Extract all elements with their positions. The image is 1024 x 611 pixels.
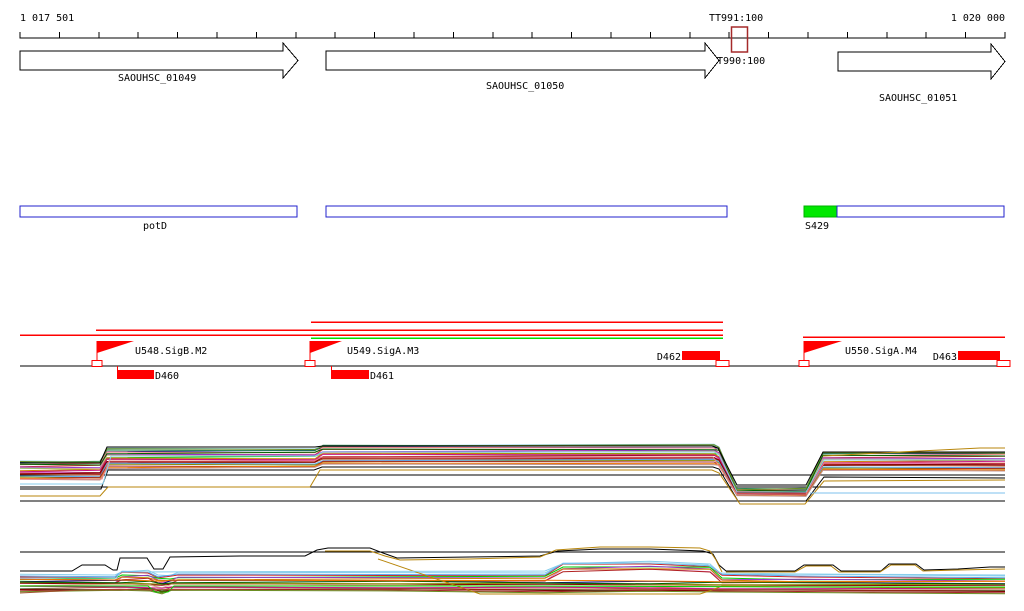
- tss-flag-anchor[interactable]: [91, 360, 103, 367]
- gene-track: SAOUHSC_01049 SAOUHSC_01050 SAOUHSC_01051: [19, 41, 1006, 104]
- terminator-anchor[interactable]: [996, 360, 1011, 367]
- ruler-end-coordinate: 1 020 000: [951, 13, 1005, 24]
- selected-feature-bottom-label: TT990:100: [711, 56, 765, 67]
- ruler-start-coordinate: 1 017 501: [20, 13, 74, 24]
- gene-label: SAOUHSC_01049: [118, 73, 196, 84]
- expression-trace: [19, 578, 1006, 583]
- terminator-box-d463[interactable]: [958, 351, 1000, 360]
- expression-trace: [19, 585, 1006, 590]
- tss-flag-anchor[interactable]: [304, 360, 316, 367]
- expression-trace: [726, 564, 1006, 573]
- gene-arrow-saouhsc_01050[interactable]: [325, 41, 720, 80]
- expression-trace: [19, 588, 1005, 594]
- tss-flag-label: U550.SigA.M4: [845, 346, 917, 357]
- selected-feature-top-label: TT991:100: [709, 13, 763, 24]
- profile-panel-lower: [19, 546, 1006, 595]
- profile-panel-upper: [19, 443, 1006, 505]
- gene-arrow-saouhsc_01049[interactable]: [19, 41, 299, 80]
- terminator-anchor[interactable]: [715, 360, 730, 367]
- gene-arrow-saouhsc_01051[interactable]: [837, 42, 1006, 81]
- expression-trace: [19, 448, 1006, 492]
- terminator-box-d462[interactable]: [682, 351, 720, 360]
- transcript-box[interactable]: [325, 205, 728, 218]
- tss-flag-u550.siga.m4[interactable]: [804, 341, 842, 353]
- expression-trace: [19, 568, 1006, 583]
- expression-trace: [19, 583, 1006, 589]
- tss-flag-u549.siga.m3[interactable]: [310, 341, 342, 353]
- gene-label: SAOUHSC_01050: [486, 81, 564, 92]
- expression-trace: [20, 466, 1006, 502]
- ruler: 1 017 501 1 020 000: [19, 13, 1006, 39]
- transcript-track: potD S429: [19, 205, 1005, 232]
- tss-flag-u548.sigb.m2[interactable]: [97, 341, 134, 353]
- terminator-label: D460: [155, 371, 179, 382]
- expression-trace: [19, 460, 1006, 496]
- terminator-label: D462: [657, 352, 681, 363]
- expression-trace: [20, 445, 1005, 486]
- transcript-label: potD: [143, 221, 167, 232]
- expression-trace: [19, 589, 1006, 595]
- expression-trace: [20, 451, 1005, 493]
- gene-label: SAOUHSC_01051: [879, 93, 957, 104]
- terminator-box-d461[interactable]: [331, 370, 369, 379]
- tss-flag-anchor[interactable]: [798, 360, 810, 367]
- expression-trace: [20, 456, 1005, 495]
- transcript-label: S429: [805, 221, 829, 232]
- terminator-label: D461: [370, 371, 394, 382]
- selected-feature-box[interactable]: [730, 26, 749, 53]
- transcript-box-s429[interactable]: [803, 205, 838, 218]
- expression-trace: [19, 566, 1006, 581]
- expression-trace: [325, 546, 723, 573]
- terminator-label: D463: [933, 352, 957, 363]
- expression-trace: [19, 580, 1006, 585]
- selection-marker[interactable]: TT991:100 TT990:100: [709, 13, 765, 67]
- motif-track: U548.SigB.M2 U549.SigA.M3 U550.SigA.M4 D460…: [20, 321, 1011, 382]
- transcript-box[interactable]: [836, 205, 1005, 218]
- expression-trace: [20, 469, 1006, 505]
- tss-flag-label: U549.SigA.M3: [347, 346, 419, 357]
- expression-trace: [20, 585, 1005, 593]
- expression-trace: [822, 447, 1005, 457]
- expression-trace: [20, 547, 1005, 572]
- expression-trace: [19, 581, 1006, 586]
- tss-flag-label: U548.SigB.M2: [135, 346, 207, 357]
- transcript-box-potd[interactable]: [19, 205, 298, 218]
- expression-trace: [20, 562, 1006, 579]
- terminator-box-d460[interactable]: [117, 370, 154, 379]
